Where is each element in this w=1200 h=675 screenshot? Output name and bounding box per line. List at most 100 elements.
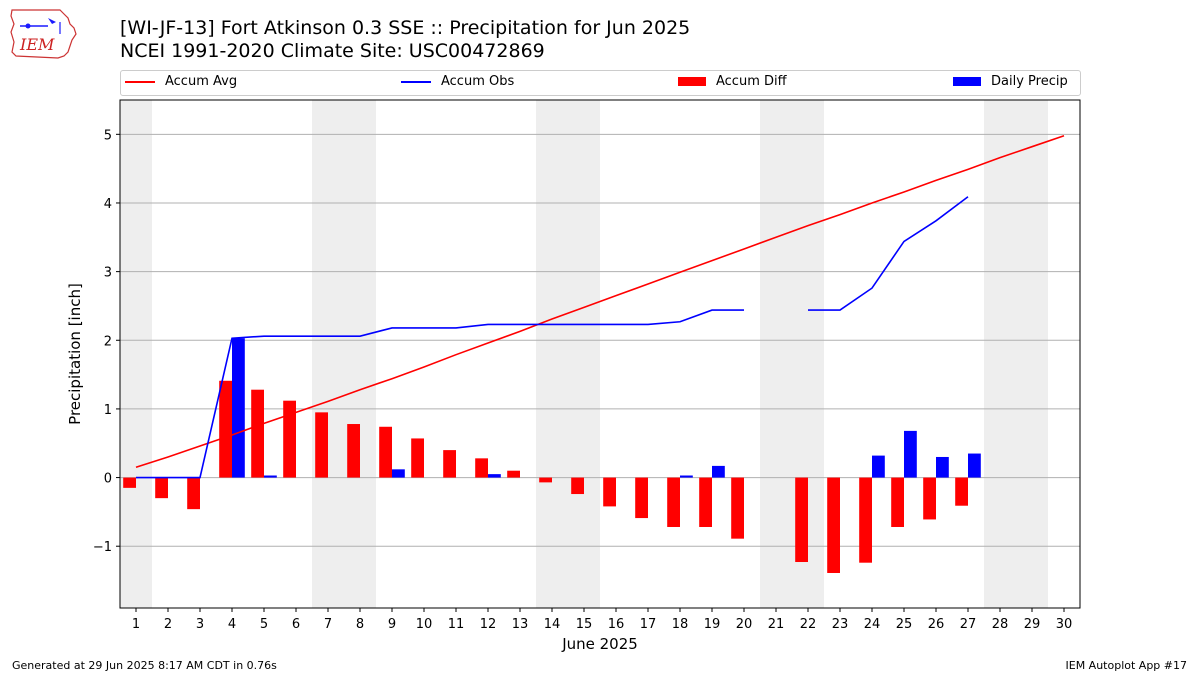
daily-precip-bar: [392, 469, 405, 478]
x-tick-label: 18: [672, 617, 689, 632]
legend-item-accum-obs: Accum Obs: [401, 74, 514, 89]
legend-label-accum-avg: Accum Avg: [165, 74, 238, 89]
y-tick-label: −1: [93, 540, 112, 555]
y-tick-label: 4: [104, 197, 112, 212]
x-tick-label: 3: [196, 617, 204, 632]
accum-diff-bar: [891, 477, 904, 527]
x-tick-label: 4: [228, 617, 236, 632]
legend-swatch-accum-diff: [678, 77, 706, 86]
weekend-band: [536, 100, 600, 608]
accum-diff-bar: [667, 477, 680, 527]
accum-diff-bar: [379, 426, 392, 478]
accum-diff-bar: [603, 477, 616, 507]
x-axis-label: June 2025: [561, 635, 638, 653]
legend-label-accum-diff: Accum Diff: [716, 74, 787, 89]
x-tick-label: 9: [388, 617, 396, 632]
x-tick-label: 8: [356, 617, 364, 632]
x-tick-label: 11: [448, 617, 465, 632]
y-axis-label: Precipitation [inch]: [66, 283, 84, 425]
accum-diff-bar: [123, 477, 136, 488]
x-tick-label: 17: [640, 617, 657, 632]
accum-diff-bar: [923, 477, 936, 520]
x-tick-label: 19: [704, 617, 721, 632]
legend-item-accum-diff: Accum Diff: [678, 74, 787, 89]
accum-diff-bar: [347, 424, 360, 478]
legend-swatch-accum-avg: [125, 80, 155, 83]
accum-diff-bar: [219, 380, 232, 478]
daily-precip-bar: [680, 475, 693, 478]
x-tick-label: 21: [768, 617, 785, 632]
accum-diff-bar: [475, 458, 488, 478]
daily-precip-bar: [872, 455, 885, 478]
accum-diff-bar: [795, 477, 808, 563]
daily-precip-bar: [232, 338, 245, 478]
x-tick-label: 16: [608, 617, 625, 632]
footer-generated: Generated at 29 Jun 2025 8:17 AM CDT in …: [12, 659, 277, 672]
x-tick-label: 28: [992, 617, 1009, 632]
legend-item-accum-avg: Accum Avg: [125, 74, 237, 89]
x-tick-label: 7: [324, 617, 332, 632]
accum-diff-bar: [443, 450, 456, 478]
x-tick-label: 5: [260, 617, 268, 632]
x-tick-label: 12: [480, 617, 497, 632]
x-tick-label: 6: [292, 617, 300, 632]
legend-swatch-daily-precip: [953, 77, 981, 86]
accum-diff-bar: [955, 477, 968, 506]
accum-diff-bar: [187, 477, 200, 510]
x-tick-label: 2: [164, 617, 172, 632]
accum-diff-bar: [635, 477, 648, 519]
x-tick-label: 25: [896, 617, 913, 632]
accum-diff-bar: [859, 477, 872, 563]
legend-label-accum-obs: Accum Obs: [441, 74, 515, 89]
accum-diff-bar: [155, 477, 168, 499]
x-tick-label: 20: [736, 617, 753, 632]
accum-diff-bar: [315, 412, 328, 478]
legend-swatch-accum-obs: [401, 80, 431, 83]
daily-precip-bar: [904, 430, 917, 478]
accum-diff-bar: [507, 470, 520, 478]
accum-diff-bar: [731, 477, 744, 539]
y-tick-label: 0: [104, 472, 112, 487]
x-tick-label: 13: [512, 617, 529, 632]
daily-precip-bar: [264, 475, 277, 478]
x-tick-label: 23: [832, 617, 849, 632]
daily-precip-bar: [488, 474, 501, 478]
logo-text: IEM: [19, 35, 55, 54]
daily-precip-bar: [936, 456, 949, 478]
x-tick-label: 27: [960, 617, 977, 632]
daily-precip-bar: [968, 453, 981, 478]
x-tick-label: 26: [928, 617, 945, 632]
weekend-band: [312, 100, 376, 608]
x-tick-label: 15: [576, 617, 593, 632]
weekend-band: [984, 100, 1048, 608]
x-tick-label: 10: [416, 617, 433, 632]
weekend-band: [760, 100, 824, 608]
accum-diff-bar: [251, 389, 264, 478]
x-tick-label: 1: [132, 617, 140, 632]
legend-item-daily-precip: Daily Precip: [953, 74, 1068, 89]
legend: Accum Avg Accum Obs Accum Diff Daily Pre…: [120, 70, 1081, 96]
chart-subtitle: NCEI 1991-2020 Climate Site: USC00472869: [120, 40, 545, 62]
iem-logo: IEM: [10, 9, 77, 59]
plot-frame: [119, 99, 1081, 609]
accum-avg-line: [135, 134, 1065, 469]
x-tick-label: 30: [1056, 617, 1073, 632]
accum-diff-bar: [539, 477, 552, 483]
x-tick-label: 22: [800, 617, 817, 632]
accum-diff-bar: [571, 477, 584, 495]
y-tick-label: 1: [104, 403, 112, 418]
accum-diff-bar: [411, 438, 424, 478]
y-tick-label: 2: [104, 334, 112, 349]
x-tick-label: 14: [544, 617, 561, 632]
legend-label-daily-precip: Daily Precip: [991, 74, 1068, 89]
accum-obs-line: [136, 309, 744, 479]
accum-diff-bar: [827, 477, 840, 573]
daily-precip-bar: [712, 465, 725, 478]
x-tick-label: 29: [1024, 617, 1041, 632]
y-tick-label: 5: [104, 128, 112, 143]
accum-diff-bar: [283, 400, 296, 478]
accum-diff-bar: [699, 477, 712, 527]
x-tick-label: 24: [864, 617, 881, 632]
